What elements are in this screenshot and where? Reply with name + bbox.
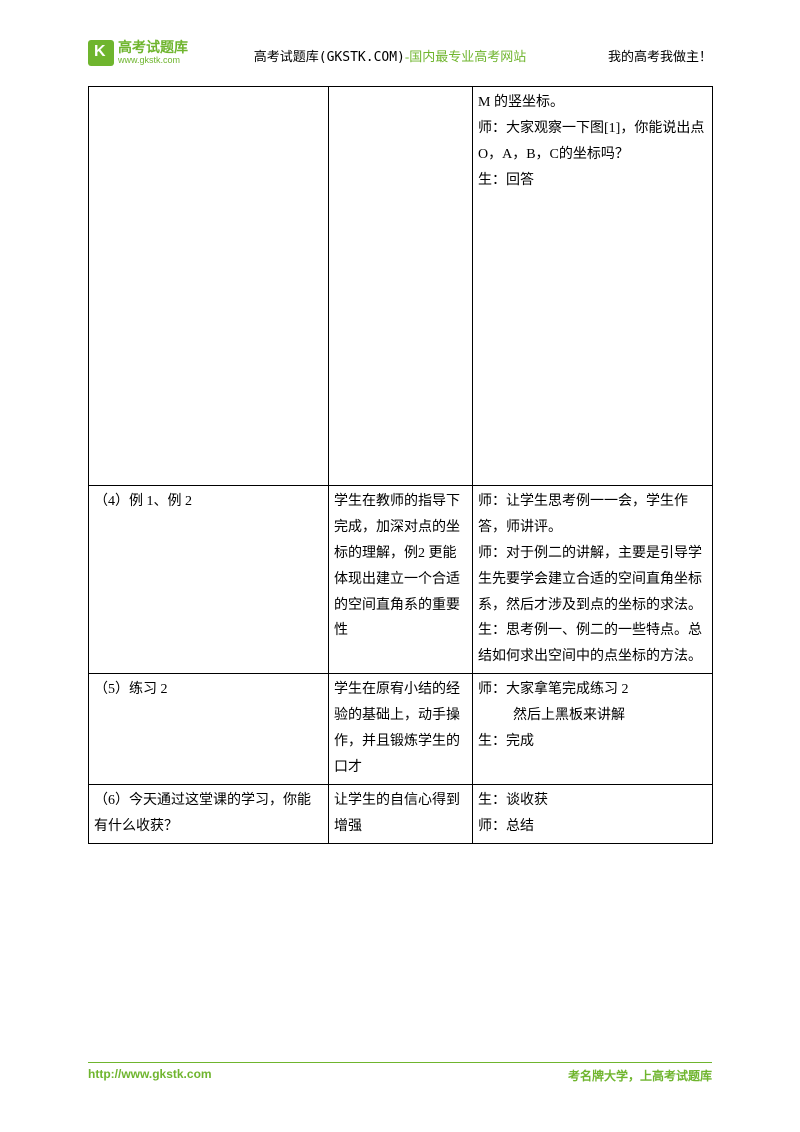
cell-activity: （4）例 1、例 2 bbox=[89, 486, 329, 674]
cell-purpose bbox=[329, 87, 473, 486]
header-slogan: 我的高考我做主！ bbox=[608, 46, 712, 65]
logo-url: www.gkstk.com bbox=[118, 56, 188, 66]
logo-icon bbox=[88, 40, 114, 66]
dialogue-line: 生：完成 bbox=[478, 734, 534, 749]
cell-activity: （6）今天通过这堂课的学习，你能有什么收获？ bbox=[89, 784, 329, 843]
cell-purpose: 学生在原宥小结的经验的基础上，动手操作，并且锻炼学生的口才 bbox=[329, 674, 473, 785]
page-header: 高考试题库 www.gkstk.com 高考试题库(GKSTK.COM)-国内最… bbox=[88, 40, 712, 84]
table-row: M 的竖坐标。师：大家观察一下图[1]，你能说出点 O，A，B，C的坐标吗？生：… bbox=[89, 87, 713, 486]
table-row: （5）练习 2 学生在原宥小结的经验的基础上，动手操作，并且锻炼学生的口才 师：… bbox=[89, 674, 713, 785]
header-center-domain: (GKSTK.COM) bbox=[319, 50, 405, 65]
cell-dialogue: 师：大家拿笔完成练习 2 然后上黑板来讲解生：完成 bbox=[473, 674, 713, 785]
footer-url: http://www.gkstk.com bbox=[88, 1067, 212, 1084]
table-row: （4）例 1、例 2 学生在教师的指导下完成，加深对点的坐标的理解，例2 更能体… bbox=[89, 486, 713, 674]
header-center-suffix: 国内最专业高考网站 bbox=[409, 49, 526, 64]
dialogue-indent: 然后上黑板来讲解 bbox=[478, 703, 707, 729]
cell-purpose: 让学生的自信心得到增强 bbox=[329, 784, 473, 843]
lesson-plan-table: M 的竖坐标。师：大家观察一下图[1]，你能说出点 O，A，B，C的坐标吗？生：… bbox=[88, 86, 713, 844]
dialogue-line: 师：大家拿笔完成练习 2 bbox=[478, 682, 629, 697]
content-area: M 的竖坐标。师：大家观察一下图[1]，你能说出点 O，A，B，C的坐标吗？生：… bbox=[88, 86, 712, 844]
header-center-text: 高考试题库(GKSTK.COM)-国内最专业高考网站 bbox=[218, 46, 562, 65]
logo-title: 高考试题库 bbox=[118, 40, 188, 55]
footer-divider bbox=[88, 1062, 712, 1063]
footer-slogan: 考名牌大学，上高考试题库 bbox=[568, 1067, 712, 1084]
cell-activity bbox=[89, 87, 329, 486]
cell-dialogue: M 的竖坐标。师：大家观察一下图[1]，你能说出点 O，A，B，C的坐标吗？生：… bbox=[473, 87, 713, 486]
cell-dialogue: 师：让学生思考例一一会，学生作答，师讲评。师：对于例二的讲解，主要是引导学生先要… bbox=[473, 486, 713, 674]
page-footer: http://www.gkstk.com 考名牌大学，上高考试题库 bbox=[88, 1062, 712, 1084]
site-logo: 高考试题库 www.gkstk.com bbox=[88, 40, 188, 66]
header-center-prefix: 高考试题库 bbox=[254, 49, 319, 64]
cell-purpose: 学生在教师的指导下完成，加深对点的坐标的理解，例2 更能体现出建立一个合适的空间… bbox=[329, 486, 473, 674]
cell-activity: （5）练习 2 bbox=[89, 674, 329, 785]
cell-dialogue: 生：谈收获师：总结 bbox=[473, 784, 713, 843]
table-row: （6）今天通过这堂课的学习，你能有什么收获？ 让学生的自信心得到增强 生：谈收获… bbox=[89, 784, 713, 843]
